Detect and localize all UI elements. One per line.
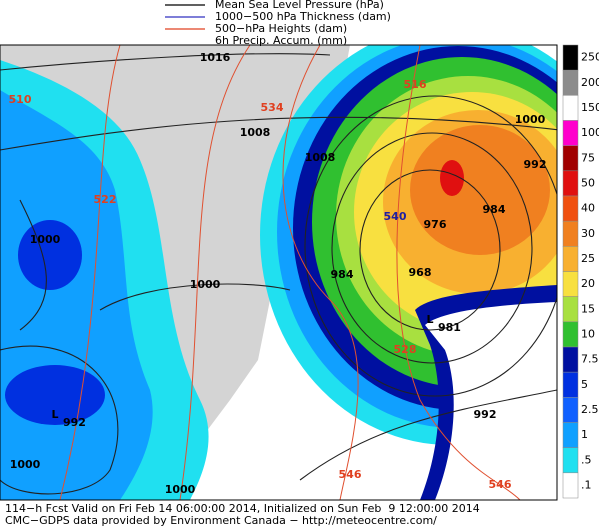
colorbar-swatch (562, 447, 579, 474)
contour-label: 992 (524, 158, 547, 171)
contour-label: 976 (424, 218, 447, 231)
colorbar-label: 15 (581, 302, 595, 315)
precip-core (18, 220, 82, 290)
isobar (299, 389, 557, 481)
low-pressure: 992 (63, 416, 86, 429)
contour-label: 1008 (240, 126, 271, 139)
colorbar-label: 2.5 (581, 403, 599, 416)
footer-line: 114−h Fcst Valid on Fri Feb 14 06:00:00 … (5, 502, 480, 515)
colorbar-swatch (562, 220, 579, 247)
colorbar-label: 10 (581, 327, 595, 340)
colorbar-swatch (562, 296, 579, 323)
colorbar-swatch (562, 271, 579, 297)
contour-label: 1000 (10, 458, 41, 471)
colorbar-label: 250 (581, 51, 599, 64)
colorbar-label: 40 (581, 202, 595, 215)
storm-precip-max (440, 160, 464, 196)
contour-label: 1016 (200, 51, 231, 64)
height-contour (179, 45, 251, 500)
colorbar-label: 25 (581, 252, 595, 265)
isobar (359, 169, 501, 331)
contour-label: 516 (404, 78, 427, 91)
contour-label: 546 (339, 468, 362, 481)
colorbar-swatch (562, 371, 579, 398)
legend-label: 1000−500 hPa Thickness (dam) (215, 10, 391, 23)
contour-label: 510 (9, 93, 32, 106)
contour-label: 528 (394, 343, 417, 356)
colorbar-label: .1 (581, 478, 592, 491)
colorbar-swatch (562, 246, 579, 272)
contour-label: 540 (384, 210, 407, 223)
colorbar-label: 50 (581, 176, 595, 189)
precip-core (5, 365, 105, 425)
colorbar-label: 7.5 (581, 353, 599, 366)
contour-label: 1000 (30, 233, 61, 246)
colorbar-swatch (562, 422, 579, 448)
contour-label: 1000 (190, 278, 221, 291)
colorbar-label: 100 (581, 126, 599, 139)
contour-label: 968 (409, 266, 432, 279)
contour-label: 1008 (305, 151, 336, 164)
isobar (19, 199, 47, 331)
colorbar-swatch (562, 321, 579, 348)
colorbar-swatch (562, 195, 579, 222)
isobar (304, 95, 557, 397)
colorbar-label: 5 (581, 378, 588, 391)
contour-label: 984 (483, 203, 506, 216)
isobar (0, 345, 119, 495)
colorbar-swatch (562, 95, 579, 121)
contour-label: 1000 (165, 483, 196, 496)
colorbar-swatch (562, 397, 579, 423)
colorbar-label: 75 (581, 151, 595, 164)
map-area (0, 45, 557, 500)
contour-label: 534 (261, 101, 284, 114)
colorbar-swatch (562, 44, 579, 71)
map-frame (0, 44, 558, 501)
legend-label: 6h Precip. Accum. (mm) (215, 34, 347, 47)
colorbar-swatch (562, 346, 579, 373)
colorbar-label: 20 (581, 277, 595, 290)
isobar (99, 283, 291, 311)
colorbar-label: 150 (581, 101, 599, 114)
colorbar-label: 200 (581, 76, 599, 89)
storm-precip (410, 125, 550, 255)
contour-label: 992 (474, 408, 497, 421)
height-contour (282, 45, 359, 500)
isobar (331, 132, 533, 364)
isobar (0, 116, 557, 151)
legend-label: 500−hPa Heights (dam) (215, 22, 347, 35)
height-contour (396, 45, 521, 500)
legend-label: Mean Sea Level Pressure (hPa) (215, 0, 384, 11)
contour-label: 984 (331, 268, 354, 281)
contour-label: 546 (489, 478, 512, 491)
footer-line: CMC−GDPS data provided by Environment Ca… (5, 514, 437, 527)
colorbar-swatch (562, 170, 579, 197)
isobar (0, 53, 331, 71)
contour-label: 1000 (515, 113, 546, 126)
colorbar-swatch (562, 472, 579, 499)
colorbar-swatch (562, 145, 579, 172)
colorbar-swatch (562, 120, 579, 146)
low-symbol: L (426, 313, 433, 326)
colorbar-swatch (562, 69, 579, 96)
contour-label: 522 (94, 193, 117, 206)
low-symbol: L (51, 408, 58, 421)
low-pressure: 981 (438, 321, 461, 334)
colorbar-label: 30 (581, 227, 595, 240)
colorbar-label: .5 (581, 453, 592, 466)
dry-slot (425, 302, 557, 500)
height-contour (59, 45, 121, 500)
colorbar-label: 1 (581, 428, 588, 441)
